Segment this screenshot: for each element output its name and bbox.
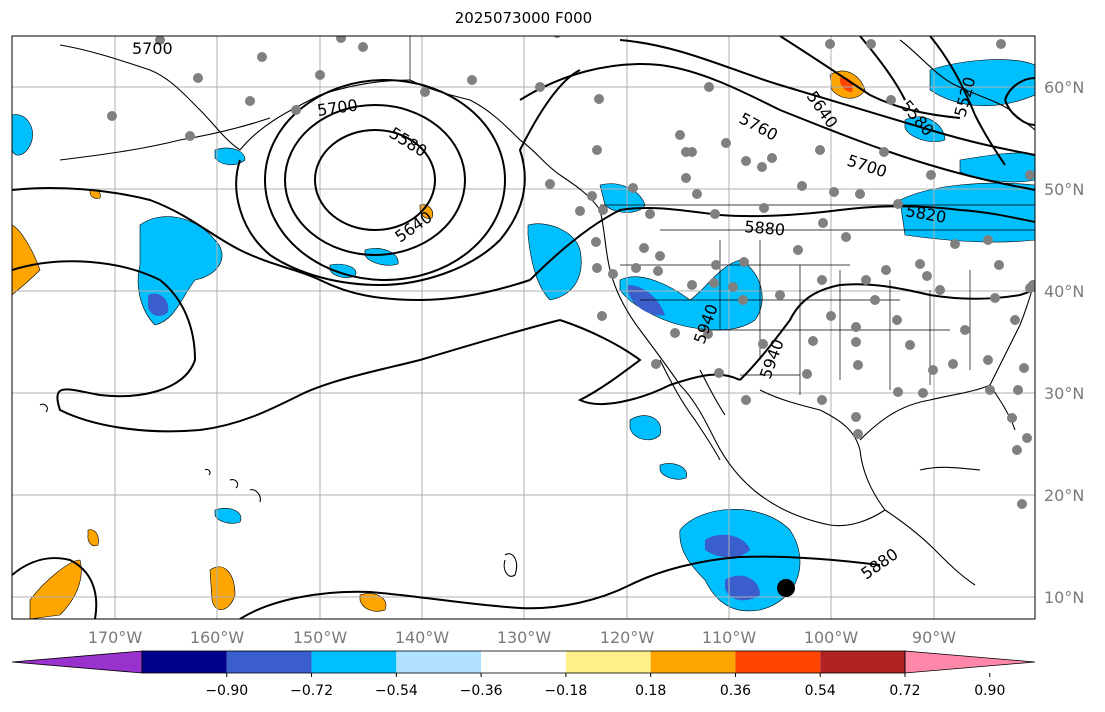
colorbar-segment (820, 651, 905, 673)
colorbar-tick-label: −0.54 (375, 683, 418, 699)
latitude-labels: 60°N 50°N 40°N 30°N 20°N 10°N (1044, 78, 1084, 607)
colorbar-extend-high (904, 650, 1036, 674)
height-contours (12, 36, 1035, 619)
colorbar-segment (226, 651, 312, 673)
colorbar-segment (735, 651, 821, 673)
lat-label: 10°N (1044, 588, 1084, 607)
colorbar-extend-low (11, 650, 143, 674)
colorbar-tick-label: 0.72 (889, 683, 920, 699)
colorbar-segment (650, 651, 736, 673)
colorbar-segment (481, 651, 566, 673)
colorbar-tick-label: 0.54 (805, 683, 836, 699)
lat-label: 60°N (1044, 78, 1084, 97)
lon-label: 100°W (804, 628, 859, 647)
lat-label: 40°N (1044, 282, 1084, 301)
lat-label: 30°N (1044, 384, 1084, 403)
colorbar-segment (565, 651, 651, 673)
map-frame (11, 35, 1036, 620)
lat-label: 50°N (1044, 180, 1084, 199)
colorbar-tick-label: −0.90 (205, 683, 248, 699)
lat-label: 20°N (1044, 486, 1084, 505)
map-title: 2025073000 F000 (454, 9, 593, 27)
lon-label: 140°W (395, 628, 450, 647)
longitude-labels: 170°W 160°W 150°W 140°W 130°W 120°W 110°… (88, 628, 956, 647)
colorbar-segment (142, 651, 227, 673)
colorbar-tick-label: 0.36 (720, 683, 751, 699)
lon-label: 130°W (497, 628, 552, 647)
lon-label: 160°W (190, 628, 245, 647)
lon-label: 150°W (293, 628, 348, 647)
station-dots (107, 36, 1035, 509)
colorbar-tick-label: −0.72 (290, 683, 333, 699)
colorbar: −0.90 −0.72 −0.54 −0.36 −0.18 0.18 0.36 0.54 0.7… (11, 650, 1036, 699)
lon-label: 90°W (912, 628, 956, 647)
colorbar-tick-label: 0.18 (635, 683, 666, 699)
lon-label: 170°W (88, 628, 143, 647)
contour-label: 5880 (744, 217, 786, 239)
storm-center-marker (777, 579, 795, 597)
colorbar-tick-label: −0.18 (544, 683, 587, 699)
colorbar-tick-label: −0.36 (460, 683, 503, 699)
colorbar-outline (141, 650, 906, 674)
lon-label: 110°W (702, 628, 757, 647)
colorbar-segment (311, 651, 397, 673)
shading-layer (12, 59, 1035, 619)
political-borders (409, 36, 1035, 395)
lon-label: 120°W (600, 628, 655, 647)
colorbar-tick-label: 0.90 (974, 683, 1005, 699)
contour-label: 5700 (132, 39, 173, 58)
coastlines (39, 39, 1035, 586)
colorbar-segment (396, 651, 482, 673)
